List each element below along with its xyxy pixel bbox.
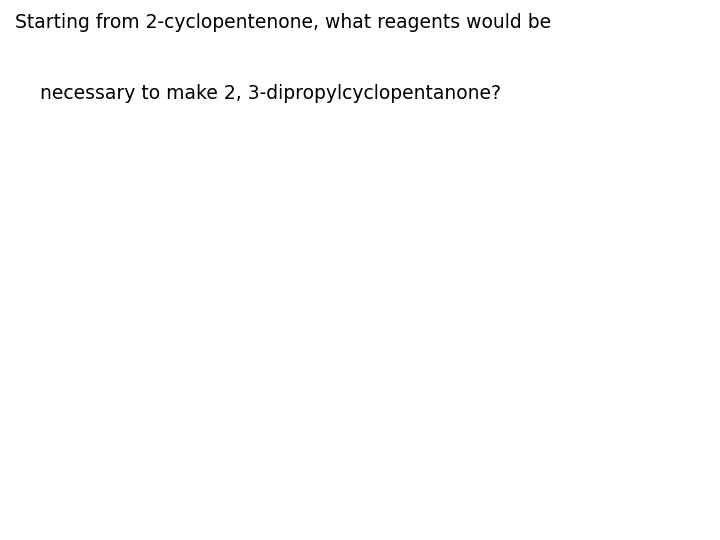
Text: Starting from 2-cyclopentenone, what reagents would be: Starting from 2-cyclopentenone, what rea… (15, 14, 552, 32)
Text: necessary to make 2, 3-dipropylcyclopentanone?: necessary to make 2, 3-dipropylcyclopent… (40, 84, 501, 103)
